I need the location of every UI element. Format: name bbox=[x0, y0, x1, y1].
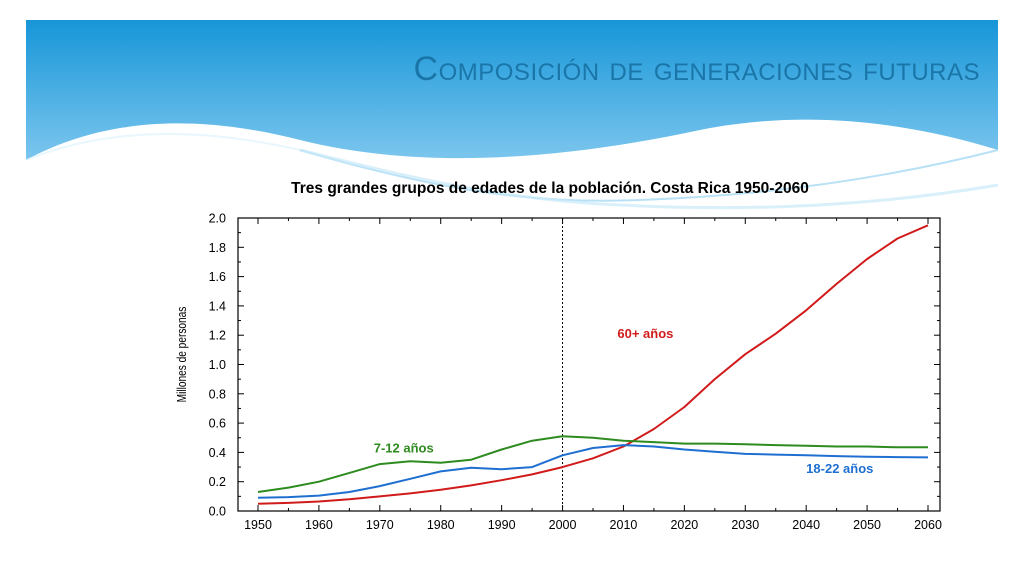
y-tick-label: 1.4 bbox=[209, 299, 226, 313]
chart-title: Tres grandes grupos de edades de la pobl… bbox=[291, 180, 809, 197]
y-tick-label: 1.2 bbox=[209, 329, 226, 343]
x-tick-label: 2060 bbox=[914, 518, 942, 532]
x-tick-label: 2020 bbox=[670, 518, 698, 532]
x-tick-label: 2000 bbox=[549, 518, 577, 532]
y-tick-label: 0.8 bbox=[209, 387, 226, 401]
x-tick-label: 2010 bbox=[610, 518, 638, 532]
y-tick-label: 1.6 bbox=[209, 270, 226, 284]
x-tick-label: 2030 bbox=[731, 518, 759, 532]
y-tick-label: 0.6 bbox=[209, 417, 226, 431]
x-tick-label: 1960 bbox=[305, 518, 333, 532]
y-tick-label: 0.0 bbox=[209, 505, 226, 519]
x-tick-label: 1990 bbox=[488, 518, 516, 532]
y-tick-label: 1.0 bbox=[209, 358, 226, 372]
series-line-1 bbox=[257, 435, 928, 493]
x-tick-label: 2050 bbox=[853, 518, 881, 532]
series-line-0 bbox=[257, 224, 929, 505]
x-tick-label: 2040 bbox=[792, 518, 820, 532]
y-tick-label: 0.4 bbox=[209, 446, 226, 460]
y-axis-title: Millones de personas bbox=[175, 307, 189, 403]
y-tick-label: 2.0 bbox=[209, 212, 226, 226]
series-line-2 bbox=[257, 444, 929, 499]
series-label-2: 18-22 años bbox=[806, 461, 873, 476]
series-label-1: 7-12 años bbox=[374, 440, 434, 455]
y-tick-label: 0.2 bbox=[209, 475, 226, 489]
x-tick-label: 1980 bbox=[427, 518, 455, 532]
slide-title: Composición de generaciones futuras bbox=[413, 50, 980, 88]
x-tick-label: 1950 bbox=[244, 518, 272, 532]
series-label-0: 60+ años bbox=[617, 326, 673, 341]
x-tick-label: 1970 bbox=[366, 518, 394, 532]
y-tick-label: 1.8 bbox=[209, 241, 226, 255]
